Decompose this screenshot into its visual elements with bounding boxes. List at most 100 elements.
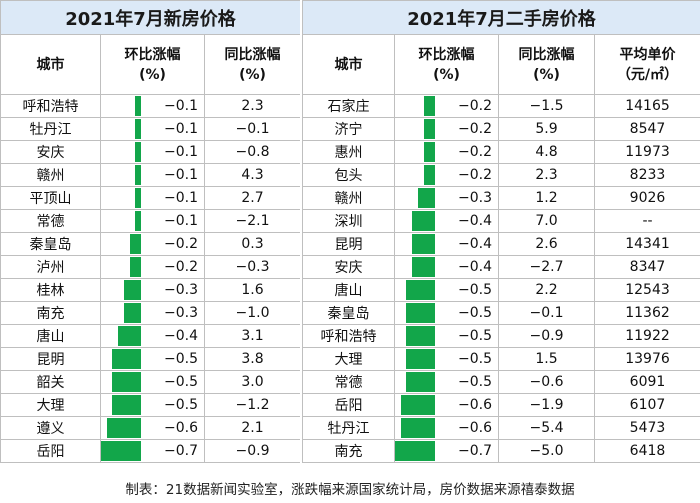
mom-value: −0.7 xyxy=(458,443,492,459)
mom-value: −0.6 xyxy=(458,420,492,436)
mom-value: −0.2 xyxy=(458,144,492,160)
mom-bar xyxy=(135,188,141,208)
mom-bar xyxy=(412,234,435,254)
mom-value: −0.5 xyxy=(164,374,198,390)
yoy-cell: 1.2 xyxy=(498,186,595,210)
col-header-yoy-unit: (%) xyxy=(239,66,266,83)
mom-cell: −0.6 xyxy=(100,416,205,440)
city-cell: 岳阳 xyxy=(0,439,101,463)
mom-cell: −0.5 xyxy=(394,347,499,371)
mom-cell: −0.4 xyxy=(100,324,205,348)
city-cell: 惠州 xyxy=(302,140,395,164)
table-row: 昆明 −0.4 2.6 14341 xyxy=(302,232,700,256)
mom-value: −0.2 xyxy=(458,121,492,137)
col-header-mom-unit: (%) xyxy=(139,66,166,83)
mom-bar xyxy=(123,303,141,323)
table-divider xyxy=(300,0,302,477)
col-header-mom: 环比涨幅 (%) xyxy=(100,34,205,95)
city-cell: 唐山 xyxy=(0,324,101,348)
mom-value: −0.4 xyxy=(458,236,492,252)
second-hand-table-body: 石家庄 −0.2 −1.5 14165 济宁 −0.2 5.9 8547 惠州 −0.2 4.8 11… xyxy=(302,94,700,463)
price-cell: 5473 xyxy=(594,416,700,440)
mom-bar xyxy=(400,395,435,415)
mom-cell: −0.4 xyxy=(394,232,499,256)
city-cell: 常德 xyxy=(302,370,395,394)
mom-value: −0.1 xyxy=(164,190,198,206)
yoy-cell: 1.5 xyxy=(498,347,595,371)
mom-cell: −0.1 xyxy=(100,186,205,210)
col-header-yoy-unit: (%) xyxy=(533,66,560,83)
yoy-cell: −2.7 xyxy=(498,255,595,279)
yoy-cell: −0.9 xyxy=(498,324,595,348)
yoy-cell: −0.8 xyxy=(203,140,302,164)
yoy-cell: −1.2 xyxy=(203,393,302,417)
table-row: 济宁 −0.2 5.9 8547 xyxy=(302,117,700,141)
mom-cell: −0.3 xyxy=(100,301,205,325)
new-home-table-title: 2021年7月新房价格 xyxy=(0,0,302,35)
mom-cell: −0.2 xyxy=(394,94,499,118)
mom-value: −0.1 xyxy=(164,121,198,137)
yoy-cell: −0.1 xyxy=(498,301,595,325)
table-row: 南充 −0.3 −1.0 xyxy=(0,301,302,325)
col-header-mom-label: 环比涨幅 xyxy=(418,46,475,63)
yoy-cell: 2.2 xyxy=(498,278,595,302)
city-cell: 昆明 xyxy=(302,232,395,256)
price-cell: 6107 xyxy=(594,393,700,417)
price-cell: 8233 xyxy=(594,163,700,187)
col-header-city: 城市 xyxy=(0,34,101,95)
mom-value: −0.2 xyxy=(458,167,492,183)
city-cell: 大理 xyxy=(0,393,101,417)
mom-value: −0.5 xyxy=(458,374,492,390)
col-header-price-label: 平均单价 xyxy=(619,46,676,63)
mom-bar xyxy=(417,188,435,208)
mom-bar xyxy=(423,96,435,116)
mom-cell: −0.5 xyxy=(100,370,205,394)
mom-bar xyxy=(400,418,435,438)
table-row: 赣州 −0.3 1.2 9026 xyxy=(302,186,700,210)
mom-cell: −0.1 xyxy=(100,209,205,233)
mom-value: −0.2 xyxy=(164,236,198,252)
mom-value: −0.3 xyxy=(458,190,492,206)
table-row: 遵义 −0.6 2.1 xyxy=(0,416,302,440)
city-cell: 昆明 xyxy=(0,347,101,371)
price-cell: 11973 xyxy=(594,140,700,164)
city-cell: 济宁 xyxy=(302,117,395,141)
mom-value: −0.5 xyxy=(164,351,198,367)
city-cell: 包头 xyxy=(302,163,395,187)
price-cell: 9026 xyxy=(594,186,700,210)
mom-bar xyxy=(135,119,141,139)
city-cell: 秦皇岛 xyxy=(302,301,395,325)
city-cell: 深圳 xyxy=(302,209,395,233)
mom-bar xyxy=(123,280,141,300)
col-header-yoy-label: 同比涨幅 xyxy=(224,46,281,63)
mom-bar xyxy=(101,441,141,461)
mom-cell: −0.6 xyxy=(394,416,499,440)
yoy-cell: 1.6 xyxy=(203,278,302,302)
mom-cell: −0.5 xyxy=(100,347,205,371)
city-cell: 平顶山 xyxy=(0,186,101,210)
city-cell: 石家庄 xyxy=(302,94,395,118)
mom-value: −0.4 xyxy=(458,259,492,275)
mom-bar xyxy=(412,211,435,231)
mom-cell: −0.3 xyxy=(100,278,205,302)
yoy-cell: −5.0 xyxy=(498,439,595,463)
table-row: 石家庄 −0.2 −1.5 14165 xyxy=(302,94,700,118)
table-row: 呼和浩特 −0.5 −0.9 11922 xyxy=(302,324,700,348)
city-cell: 安庆 xyxy=(302,255,395,279)
price-cell: 14165 xyxy=(594,94,700,118)
table-row: 秦皇岛 −0.5 −0.1 11362 xyxy=(302,301,700,325)
price-cell: 11362 xyxy=(594,301,700,325)
table-row: 呼和浩特 −0.1 2.3 xyxy=(0,94,302,118)
mom-bar xyxy=(423,142,435,162)
table-row: 安庆 −0.1 −0.8 xyxy=(0,140,302,164)
mom-value: −0.5 xyxy=(458,328,492,344)
mom-cell: −0.1 xyxy=(100,94,205,118)
table-row: 唐山 −0.5 2.2 12543 xyxy=(302,278,700,302)
col-header-mom: 环比涨幅 (%) xyxy=(394,34,499,95)
mom-value: −0.3 xyxy=(164,305,198,321)
mom-bar xyxy=(135,96,141,116)
city-cell: 大理 xyxy=(302,347,395,371)
yoy-cell: 3.8 xyxy=(203,347,302,371)
mom-cell: −0.3 xyxy=(394,186,499,210)
city-cell: 南充 xyxy=(302,439,395,463)
